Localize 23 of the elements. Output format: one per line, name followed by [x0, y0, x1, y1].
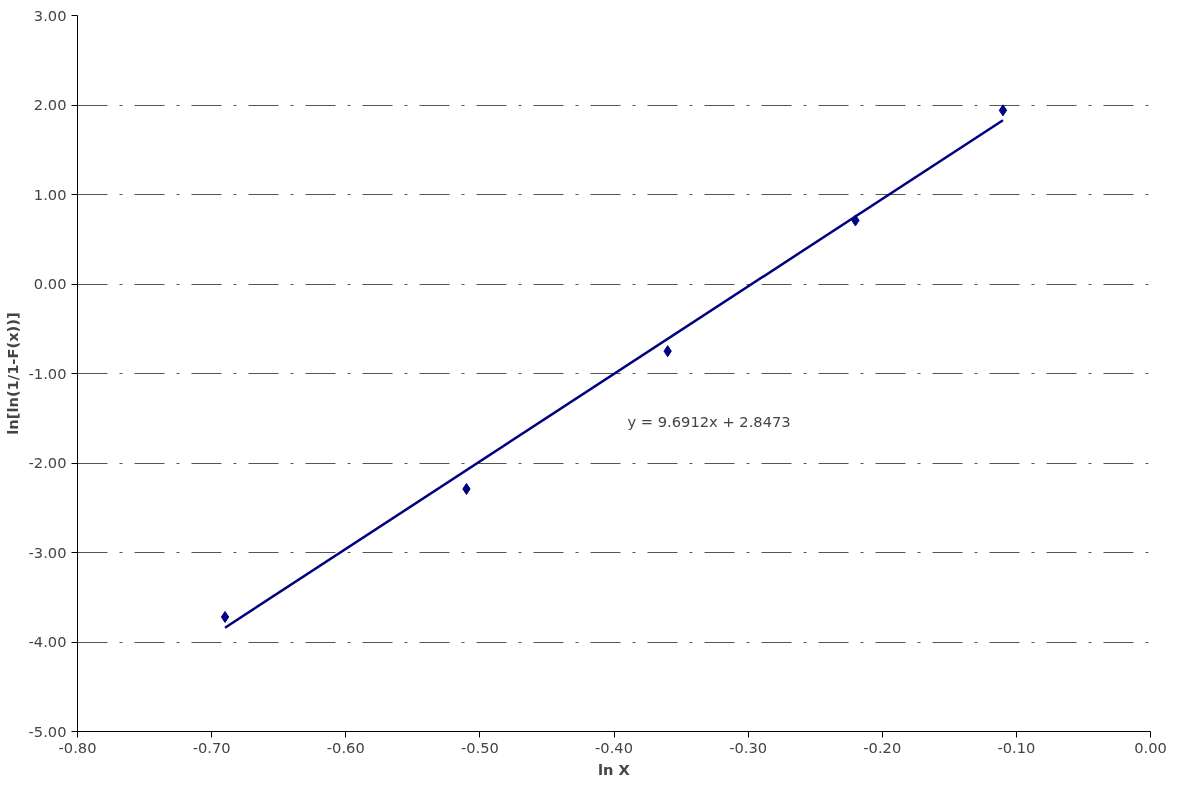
- y-tick-label: 2.00: [33, 96, 67, 113]
- y-tick-label: 0.00: [33, 275, 67, 292]
- y-axis-title: ln[ln(1/1-F(x))]: [3, 312, 21, 435]
- y-tick-label: -2.00: [28, 454, 67, 471]
- x-tick-label: -0.50: [460, 738, 499, 756]
- x-tick-label: -0.60: [326, 738, 365, 756]
- x-tick-label: -0.20: [863, 738, 902, 756]
- x-tick-label: -0.70: [192, 738, 231, 756]
- x-axis-title: ln X: [598, 760, 630, 778]
- point: [220, 610, 230, 623]
- x-tick-label: 0.00: [1134, 738, 1167, 756]
- point: [998, 104, 1008, 117]
- x-tick-label: -0.10: [997, 738, 1036, 756]
- y-tick-label: -1.00: [28, 364, 67, 382]
- x-tick-label: -0.30: [729, 738, 768, 756]
- y-tick-label: -4.00: [28, 633, 67, 650]
- y-tick-label: 1.00: [33, 185, 67, 203]
- y-tick-label: 3.00: [33, 6, 67, 24]
- x-tick-label: -0.40: [595, 738, 633, 756]
- x-tick-label: -0.80: [58, 738, 97, 756]
- y-tick-label: -5.00: [28, 722, 67, 740]
- annotation: y = 9.6912x + 2.8473: [627, 412, 791, 430]
- y-tick-label: -3.00: [28, 543, 67, 561]
